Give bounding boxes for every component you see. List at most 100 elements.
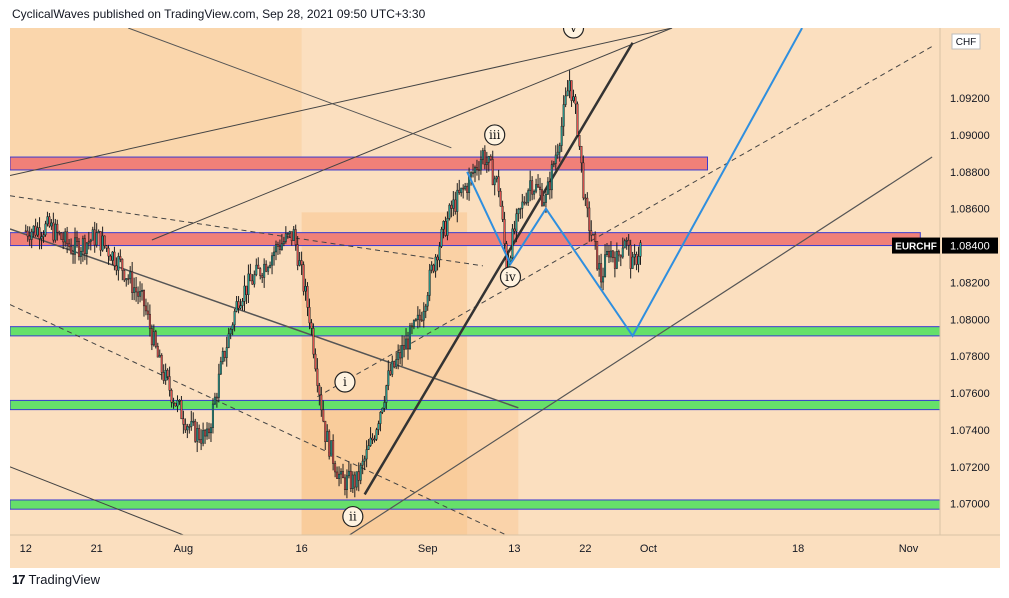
candle-body	[209, 427, 212, 434]
candle-body	[351, 474, 354, 489]
candle-body	[64, 231, 67, 243]
candle-body	[481, 150, 484, 160]
candle-body	[172, 401, 175, 404]
candle-body	[407, 338, 410, 350]
candle-body	[237, 301, 240, 309]
candle-body	[54, 223, 57, 241]
candle-body	[215, 396, 218, 399]
candle-body	[466, 185, 469, 193]
candle-body	[225, 347, 228, 358]
candle-body	[438, 246, 441, 261]
candle-body	[227, 333, 230, 348]
candle-body	[464, 185, 467, 190]
time-axis-background	[10, 535, 1000, 568]
candle-body	[434, 256, 437, 272]
price-chart[interactable]: iiiiiiivv1.092001.090001.088001.086001.0…	[10, 28, 1000, 568]
candle-body	[314, 353, 317, 370]
chart-frame[interactable]: i ii iii iv v 1.09200 1.09000 1.08800 1.08600 1.0…	[10, 28, 1000, 568]
candle-body	[139, 291, 142, 297]
candle-body	[164, 369, 167, 381]
candle-body	[353, 474, 356, 488]
candle-body	[292, 229, 295, 241]
candle-body	[613, 257, 616, 269]
candle-body	[294, 229, 297, 245]
candle-body	[515, 213, 518, 232]
candle-body	[288, 231, 291, 234]
candle-body	[48, 216, 51, 227]
candle-body	[119, 256, 122, 260]
candle-body	[560, 125, 563, 146]
candle-body	[231, 324, 234, 330]
candle-body	[176, 400, 179, 407]
candle-body	[349, 470, 352, 489]
candle-body	[432, 264, 435, 272]
candle-body	[442, 221, 445, 230]
candle-body	[206, 428, 209, 437]
candle-body	[621, 247, 624, 258]
y-tick-label: 1.08800	[950, 167, 990, 179]
wave-label: iii	[489, 128, 501, 142]
y-tick-label: 1.07600	[950, 388, 990, 400]
candle-body	[511, 228, 514, 259]
candle-body	[584, 197, 587, 200]
candle-body	[34, 225, 37, 236]
candle-body	[166, 369, 169, 377]
channel-mid-line	[151, 28, 673, 241]
candle-body	[596, 241, 599, 270]
candle-body	[127, 278, 130, 280]
y-tick-label: 1.07800	[950, 351, 990, 363]
candle-body	[444, 221, 447, 236]
candle-body	[533, 190, 536, 195]
candle-body	[247, 273, 250, 295]
candle-body	[594, 233, 597, 242]
candle-body	[284, 233, 287, 242]
candle-body	[558, 145, 561, 153]
candle-body	[462, 187, 465, 190]
candle-body	[509, 257, 512, 262]
candle-body	[178, 400, 181, 402]
candle-body	[576, 103, 579, 136]
candle-body	[182, 418, 185, 425]
candle-body	[62, 239, 65, 243]
candle-body	[472, 172, 475, 174]
candle-body	[385, 385, 388, 403]
x-tick-label: Sep	[418, 543, 438, 555]
candle-body	[542, 202, 545, 206]
candle-body	[580, 145, 583, 164]
candle-body	[485, 162, 488, 166]
candle-body	[46, 216, 49, 225]
candle-body	[271, 255, 274, 266]
candle-body	[363, 458, 366, 462]
candle-body	[146, 310, 149, 315]
candle-body	[276, 244, 279, 247]
candle-body	[298, 260, 301, 266]
candle-body	[125, 278, 128, 281]
candle-body	[26, 230, 29, 237]
candle-body	[600, 263, 603, 283]
candle-body	[135, 287, 138, 293]
candle-body	[286, 233, 289, 235]
wave-label-circle	[342, 505, 364, 528]
candle-body	[93, 229, 96, 246]
candle-body	[637, 256, 640, 265]
candle-body	[52, 222, 55, 241]
candle-body	[607, 250, 610, 258]
candle-body	[562, 104, 565, 127]
candle-body	[269, 264, 272, 268]
candle-body	[448, 204, 451, 219]
candle-body	[204, 430, 207, 437]
candle-body	[341, 471, 344, 479]
y-tick-label: 1.09000	[950, 130, 990, 142]
candle-body	[115, 265, 118, 271]
candle-body	[133, 287, 136, 293]
candle-body	[154, 331, 157, 347]
candle-body	[359, 464, 362, 481]
candle-body	[60, 232, 63, 240]
candle-body	[241, 301, 244, 306]
candle-body	[219, 361, 222, 375]
candle-body	[367, 445, 370, 450]
candle-body	[379, 412, 382, 424]
candle-body	[68, 243, 71, 247]
candle-body	[454, 199, 457, 212]
candle-body	[123, 270, 126, 281]
